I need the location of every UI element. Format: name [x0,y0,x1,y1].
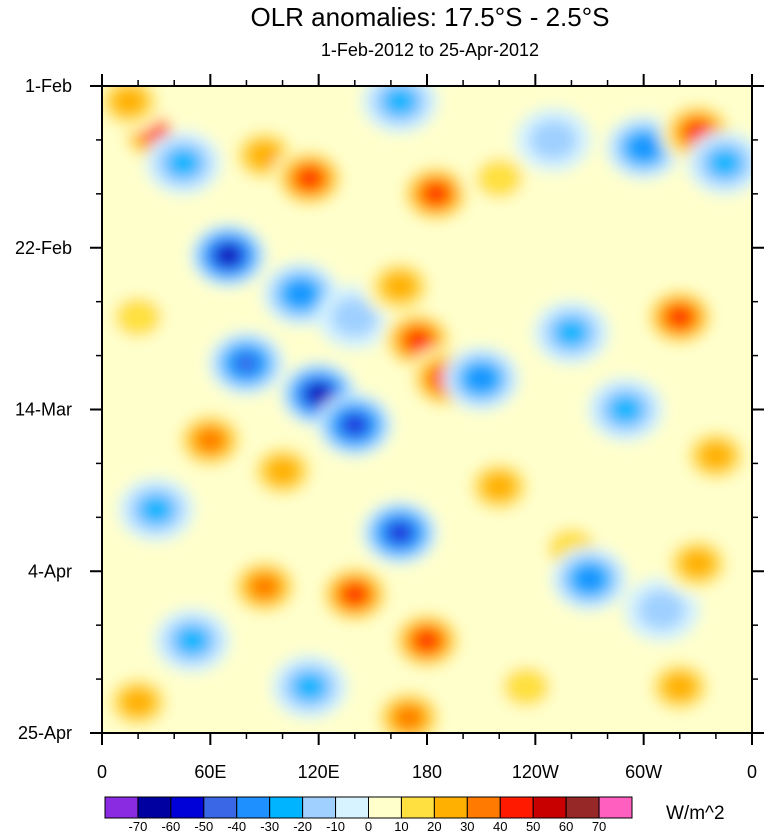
colorbar-swatch-14 [565,796,600,819]
anomaly-blob-17-2 [383,272,417,301]
anomaly-blob-45-1 [502,667,550,707]
anomaly-blob-5-4 [298,169,321,188]
x-tick-label-3: 180 [412,762,442,782]
y-tick-label-3: 4-Apr [28,561,72,581]
y-tick-label-1: 22-Feb [15,238,72,258]
colorbar-label-3: -40 [227,819,246,834]
colorbar-label-7: 0 [365,819,372,834]
plot-area [101,85,753,734]
y-tick-label-4: 25-Apr [18,723,72,743]
colorbar-label-4: -30 [260,819,279,834]
anomaly-blob-25-4 [668,308,691,327]
anomaly-blob-3-2 [247,141,282,170]
anomaly-blob-39-3 [576,567,603,591]
colorbar-swatch-2 [170,796,205,819]
anomaly-blob-18-4 [407,331,429,350]
colorbar-label-8: 10 [394,819,408,834]
colorbar-swatch-9 [400,796,435,819]
colorbar-swatch-13 [532,796,567,819]
anomaly-blob-27-3 [197,429,224,452]
colorbar-label-2: -50 [194,819,213,834]
colorbar-swatch-0 [104,796,139,819]
anomaly-blob-30-5 [390,524,410,541]
anomaly-blob-10-3 [630,136,657,159]
anomaly-blob-36-2 [175,626,210,655]
colorbar-swatch-7 [335,796,369,819]
colorbar-label-9: 20 [427,819,441,834]
anomaly-blob-44-2 [662,672,697,701]
anomaly-blob-22-5 [345,417,364,433]
anomaly-blob-20-4 [235,354,258,373]
chart-subtitle: 1-Feb-2012 to 25-Apr-2012 [320,40,540,60]
anomaly-blob-38-2 [292,672,327,701]
colorbar-swatch-4 [236,796,271,819]
colorbar-swatch-5 [269,796,304,819]
anomaly-blob-14-3 [287,282,314,306]
anomaly-blob-1-2 [112,87,146,116]
x-tick-label-0: 0 [97,762,107,782]
anomaly-blob-12-2 [708,148,742,178]
colorbar-label-0: -70 [129,819,148,834]
anomaly-blob-8-1 [475,158,523,199]
colorbar-swatch-15 [598,796,633,819]
colorbar-label-10: 30 [460,819,474,834]
colorbar-swatch-12 [499,796,534,819]
y-tick-label-2: 14-Mar [15,400,72,420]
anomaly-field [102,86,752,733]
anomaly-blob-35-4 [343,585,366,604]
chart-title: OLR anomalies: 17.5°S - 2.5°S [250,2,610,32]
anomaly-blob-23-3 [468,367,495,390]
anomaly-blob-41-2 [680,549,715,578]
anomaly-blob-6-2 [383,87,417,116]
colorbar-swatch-6 [302,796,337,819]
colorbar-swatch-1 [137,796,172,819]
colorbar-label-6: -10 [326,819,345,834]
y-tick-label-0: 1-Feb [25,76,72,96]
anomaly-blob-21-6 [310,387,327,401]
colorbar-label-13: 60 [559,819,573,834]
anomaly-blob-15-1 [114,297,162,337]
x-tick-label-6: 0 [747,762,757,782]
colorbar-swatch-10 [433,796,468,819]
anomaly-blob-29-2 [139,495,174,524]
colorbar-label-1: -60 [161,819,180,834]
axis-ticks: 0 60E 120E 180 120W 60W 0 1-Feb 22-Feb 14-Mar 4-Ap… [15,74,764,782]
colorbar-swatch-3 [203,796,238,819]
anomaly-blob-43-2 [121,688,155,717]
anomaly-blob-4-2 [166,148,201,178]
colorbar-swatch-8 [368,796,402,819]
colorbar-label-5: -20 [293,819,312,834]
anomaly-blob-42-3 [395,706,423,729]
anomaly-blob-37-4 [416,631,438,650]
anomaly-blob-31-2 [482,472,517,501]
anomaly-blob-34-3 [251,575,278,598]
anomaly-blob-9-1 [530,120,577,160]
anomaly-blob-24-2 [554,318,589,347]
anomaly-blob-40-1 [638,590,686,630]
anomaly-blob-13-6 [220,248,237,263]
colorbar-label-14: 70 [592,819,606,834]
anomaly-blob-7-4 [425,184,447,203]
x-tick-label-5: 60W [625,762,662,782]
colorbar: -70 -60 -50 -40 -30 -20 -10 0 10 20 30 40 50 60 70 [104,796,633,834]
anomaly-blob-26-2 [608,395,643,424]
colorbar-label-11: 40 [493,819,507,834]
x-tick-label-2: 120E [298,762,340,782]
x-tick-label-4: 120W [512,762,559,782]
anomaly-blob-16-1 [331,297,379,337]
colorbar-swatch-11 [466,796,501,819]
colorbar-units: W/m^2 [666,803,725,824]
x-tick-label-1: 60E [194,762,226,782]
anomaly-blob-28-2 [265,456,300,486]
anomaly-blob-2-0 [163,86,240,142]
colorbar-label-12: 50 [526,819,540,834]
anomaly-blob-46-0 [695,362,752,427]
anomaly-blob-32-2 [699,441,733,470]
